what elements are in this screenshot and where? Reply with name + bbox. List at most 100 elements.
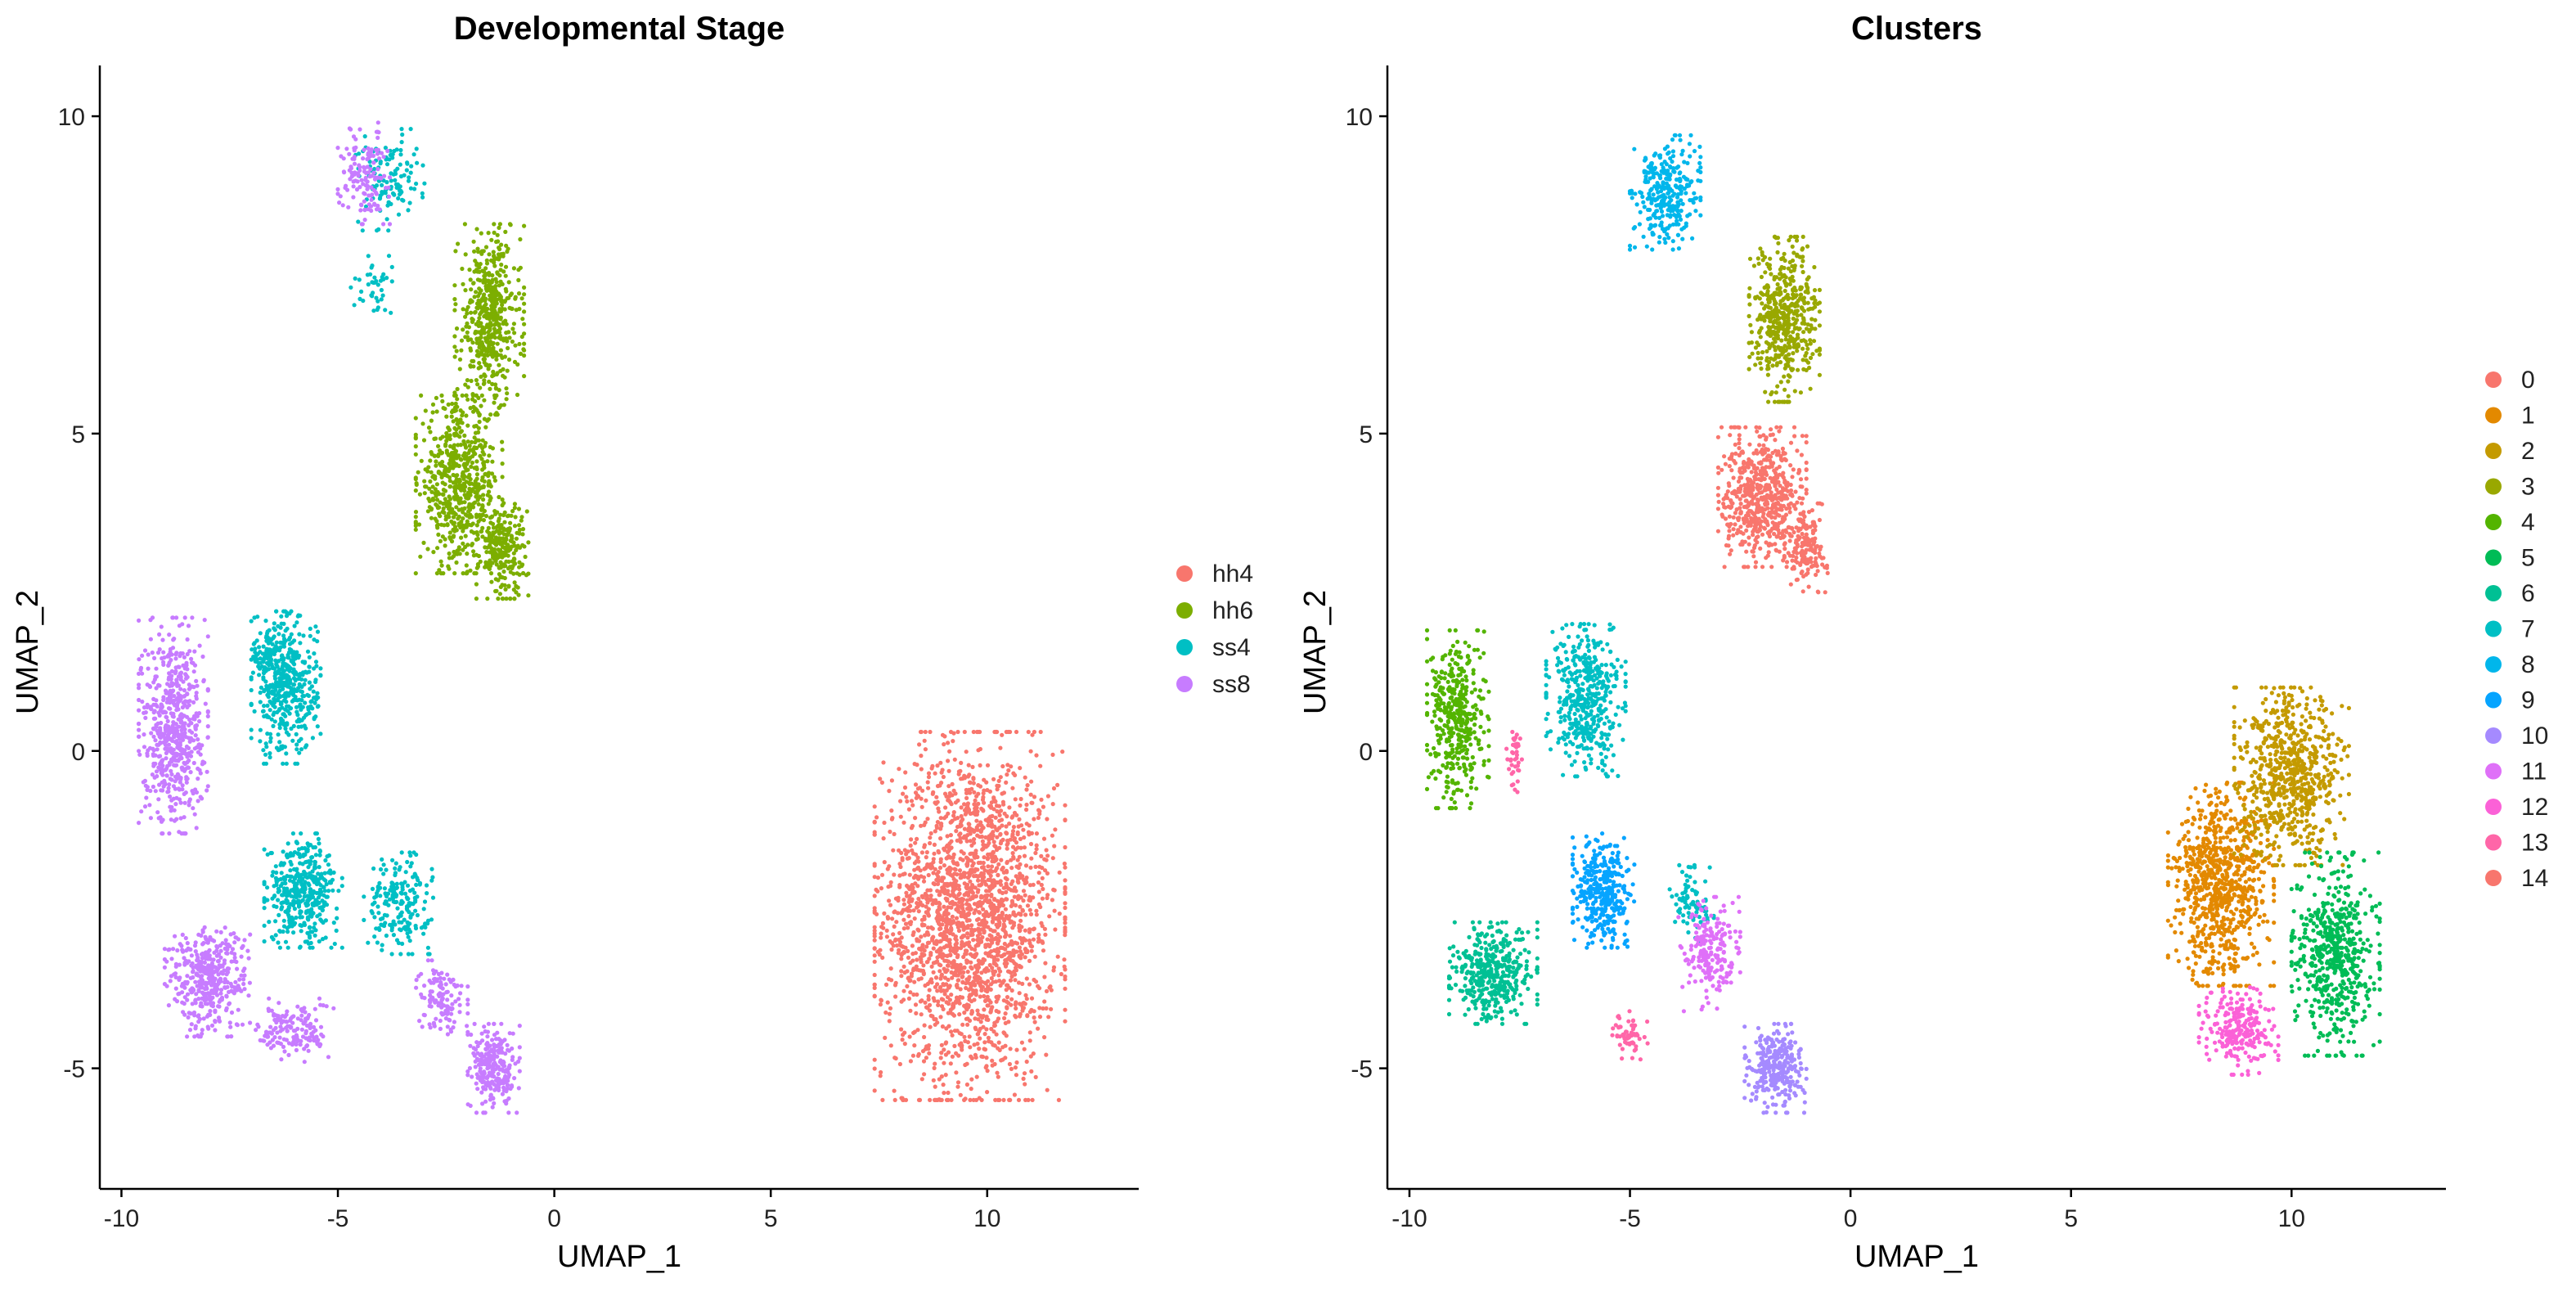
- point: [498, 565, 503, 570]
- point: [399, 850, 404, 855]
- point: [955, 1084, 960, 1089]
- point: [488, 289, 493, 294]
- point: [274, 882, 279, 888]
- point: [999, 882, 1004, 887]
- point: [459, 338, 465, 343]
- point: [479, 403, 483, 408]
- point: [326, 862, 331, 867]
- point: [456, 425, 462, 430]
- point: [910, 883, 915, 888]
- point: [423, 484, 428, 489]
- point: [274, 870, 279, 876]
- point: [502, 520, 507, 524]
- point: [464, 522, 470, 527]
- point: [434, 497, 440, 502]
- point: [494, 357, 499, 362]
- point: [389, 310, 393, 315]
- point: [1016, 980, 1022, 985]
- point: [915, 957, 919, 962]
- point: [331, 921, 336, 925]
- point: [915, 793, 919, 798]
- point: [1032, 795, 1037, 799]
- point: [317, 853, 322, 858]
- point: [421, 931, 426, 936]
- point: [325, 894, 330, 899]
- point: [996, 778, 1001, 784]
- point: [984, 1015, 989, 1020]
- point: [937, 932, 942, 937]
- point: [1018, 803, 1023, 808]
- point: [946, 1050, 951, 1055]
- point: [988, 1010, 993, 1015]
- point: [912, 1043, 917, 1048]
- point: [988, 873, 993, 878]
- point: [964, 886, 969, 891]
- point: [466, 480, 471, 485]
- point: [982, 777, 987, 782]
- point: [960, 995, 965, 1000]
- point: [984, 943, 989, 948]
- point: [457, 357, 463, 362]
- point: [447, 434, 452, 439]
- point: [480, 438, 485, 443]
- point: [411, 152, 416, 157]
- point: [969, 843, 974, 848]
- point: [276, 732, 281, 737]
- point: [465, 456, 470, 461]
- point: [262, 899, 267, 904]
- point: [399, 920, 404, 925]
- point: [272, 719, 277, 724]
- point: [991, 840, 996, 844]
- point: [952, 871, 957, 876]
- point: [928, 835, 933, 840]
- point: [522, 292, 527, 297]
- point: [413, 520, 418, 524]
- point: [1027, 1030, 1032, 1035]
- point: [465, 492, 470, 497]
- point: [1041, 886, 1045, 892]
- point: [407, 939, 412, 943]
- point: [991, 878, 996, 883]
- point: [960, 906, 965, 911]
- point: [970, 764, 975, 770]
- point: [872, 894, 877, 898]
- point: [1047, 914, 1052, 919]
- point: [268, 850, 273, 856]
- point: [452, 425, 457, 431]
- point: [1034, 912, 1039, 917]
- point: [372, 915, 377, 920]
- point: [949, 1029, 954, 1034]
- point: [960, 1022, 965, 1027]
- point: [946, 741, 951, 745]
- point: [424, 883, 429, 888]
- point: [966, 988, 972, 993]
- point: [958, 857, 963, 862]
- point: [1009, 866, 1014, 871]
- point: [452, 462, 457, 467]
- point: [1043, 961, 1048, 966]
- point: [265, 629, 270, 634]
- series-hh4: [872, 729, 1068, 1102]
- point: [271, 937, 276, 942]
- point: [276, 670, 281, 675]
- point: [982, 1007, 987, 1012]
- point: [370, 886, 375, 891]
- point: [1023, 863, 1029, 868]
- point: [907, 979, 912, 984]
- point: [470, 340, 475, 345]
- point: [916, 909, 921, 914]
- point: [919, 850, 924, 855]
- point: [931, 790, 936, 795]
- point: [880, 1097, 885, 1102]
- point: [518, 236, 523, 242]
- point: [417, 880, 423, 885]
- point: [907, 894, 912, 898]
- point: [987, 834, 991, 839]
- point: [455, 473, 460, 478]
- point: [933, 1084, 937, 1089]
- point: [942, 742, 946, 747]
- point: [519, 515, 524, 520]
- point: [1024, 787, 1029, 792]
- point: [291, 930, 296, 935]
- point: [924, 897, 929, 902]
